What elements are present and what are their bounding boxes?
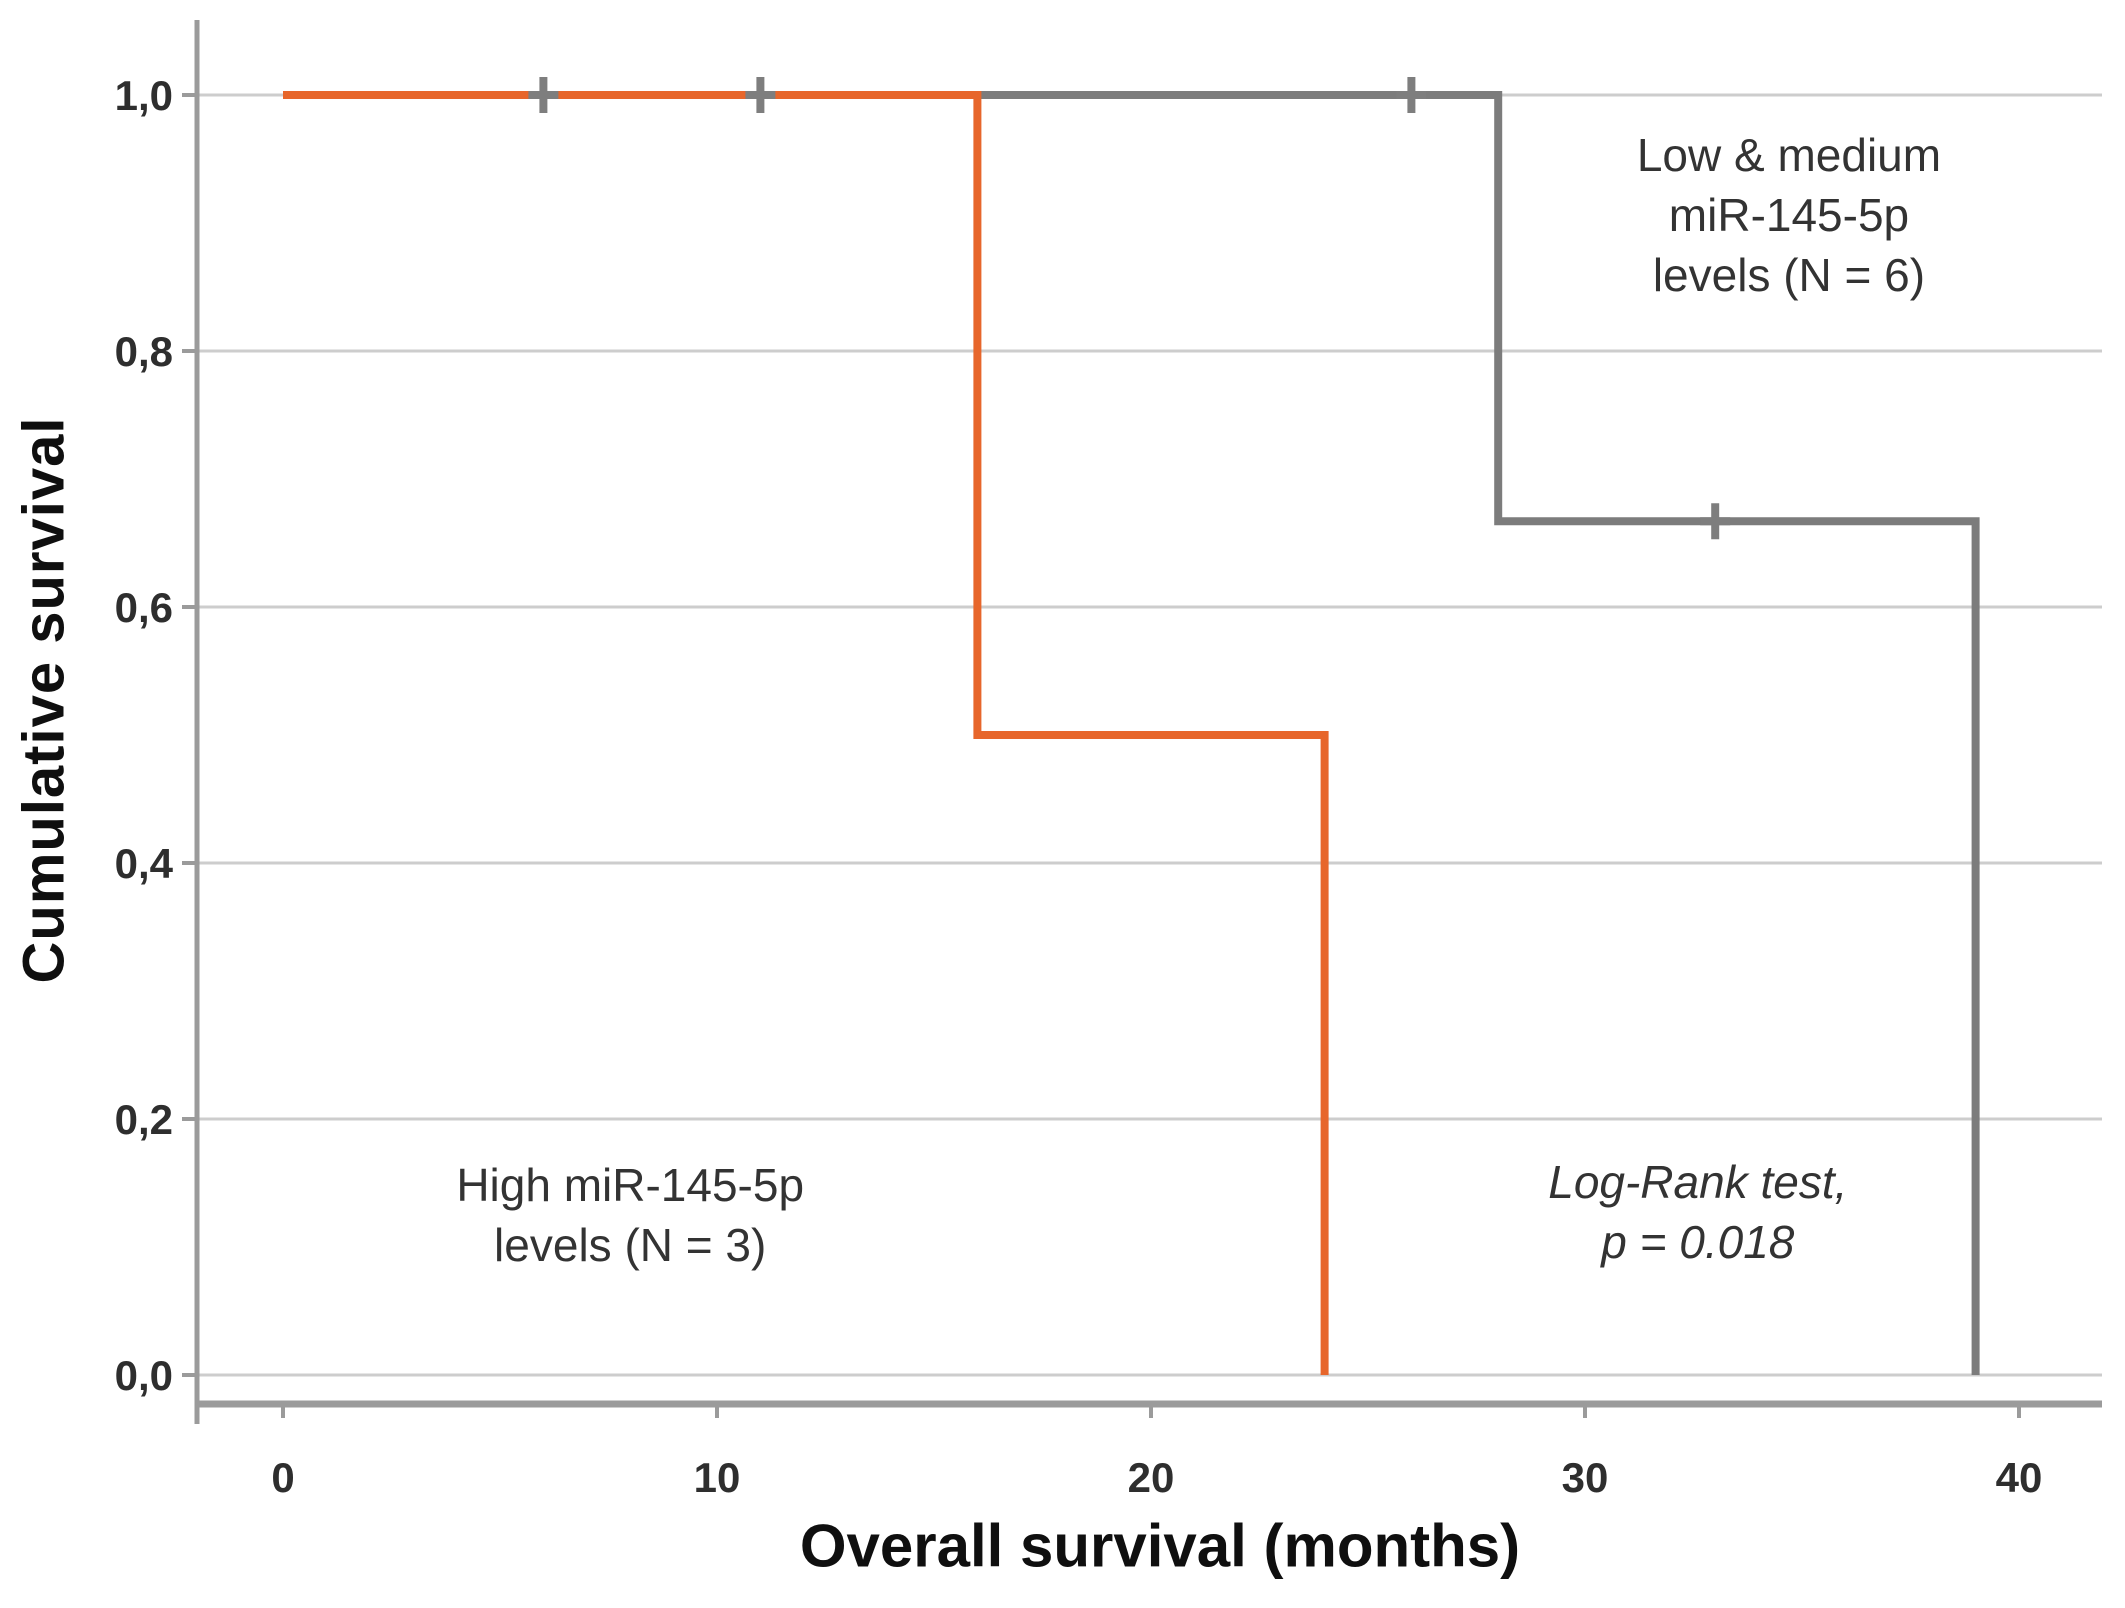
annotation-line: Low & medium [1636, 129, 1942, 182]
survival-curve-0 [283, 91, 1980, 1375]
annotation-line: Log-Rank test, [1548, 1156, 1848, 1209]
x-tick-label: 30 [1562, 1454, 1609, 1501]
annotation-line: levels (N = 6) [1652, 249, 1926, 302]
x-tick-label: 40 [1996, 1454, 2043, 1501]
x-tick-label: 20 [1128, 1454, 1175, 1501]
y-tick-label: 0,8 [115, 328, 173, 375]
y-tick-label: 0,6 [115, 584, 173, 631]
annotation-group-high: High miR-145-5p levels (N = 3) [456, 1155, 804, 1275]
annotation-logrank-result: Log-Rank test, p = 0.018 [1548, 1152, 1847, 1272]
annotation-line: p = 0.018 [1601, 1216, 1795, 1269]
y-tick-label: 0,0 [115, 1352, 173, 1399]
annotation-line: levels (N = 3) [494, 1219, 767, 1271]
annotation-line: High miR-145-5p [456, 1159, 805, 1211]
x-tick-label: 0 [271, 1454, 294, 1501]
y-tick-label: 1,0 [115, 72, 173, 119]
y-axis-title: Cumulative survival [11, 416, 77, 984]
x-axis-title: Overall survival (months) [799, 1512, 1521, 1580]
x-tick-label: 10 [694, 1454, 741, 1501]
annotation-line: miR-145-5p [1668, 189, 1910, 242]
y-tick-label: 0,2 [115, 1096, 173, 1143]
annotation-group-low-medium: Low & medium miR-145-5p levels (N = 6) [1637, 125, 1941, 305]
y-tick-label: 0,4 [115, 840, 174, 887]
